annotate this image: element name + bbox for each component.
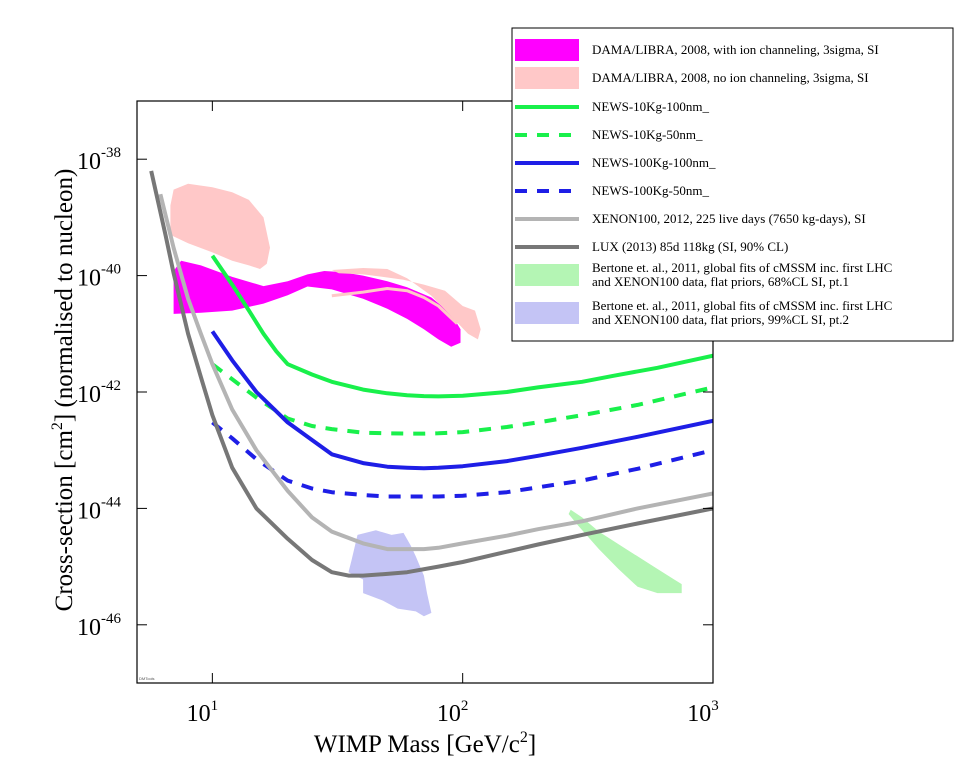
legend-item-10: Bertone et. al., 2011, global fits of cM…	[515, 298, 892, 327]
legend-label: and XENON100 data, flat priors, 99%CL SI…	[592, 312, 849, 327]
series-dama-libra-2008-with-ion-channeling-3sigma-si-centre	[331, 287, 459, 325]
legend-item-1: DAMA/LIBRA, 2008, with ion channeling, 3…	[515, 39, 879, 61]
legend-swatch	[515, 264, 579, 286]
legend-item-4: NEWS-10Kg-50nm_	[515, 127, 703, 142]
legend-item-9: Bertone et. al., 2011, global fits of cM…	[515, 260, 892, 289]
x-tick-label: 103	[687, 698, 719, 727]
legend-label: Bertone et. al., 2011, global fits of cM…	[592, 260, 892, 275]
x-axis-title: WIMP Mass [GeV/c2]	[314, 729, 536, 758]
y-tick-label: 10-44	[77, 494, 121, 524]
y-axis-title: Cross-section [cm2] (normalised to nucle…	[49, 169, 78, 612]
watermark: DMTools	[139, 676, 155, 681]
legend-swatch	[515, 39, 579, 61]
legend-label: Bertone et. al., 2011, global fits of cM…	[592, 298, 892, 313]
legend-label: NEWS-10Kg-50nm_	[592, 127, 703, 142]
legend-label: NEWS-100Kg-100nm_	[592, 155, 716, 170]
legend-label: NEWS-100Kg-50nm_	[592, 183, 709, 198]
legend-label: and XENON100 data, flat priors, 68%CL SI…	[592, 274, 849, 289]
legend-item-7: XENON100, 2012, 225 live days (7650 kg-d…	[515, 211, 866, 226]
legend-box	[511, 27, 954, 342]
series-lux-2013-85d-118kg-si-90-cl	[149, 170, 713, 578]
series-news-10kg-50nm	[211, 362, 713, 436]
legend: DAMA/LIBRA, 2008, with ion channeling, 3…	[511, 27, 954, 342]
legend-swatch	[515, 67, 579, 89]
legend-swatch	[515, 302, 579, 324]
legend-label: XENON100, 2012, 225 live days (7650 kg-d…	[592, 211, 866, 226]
y-tick-label: 10-46	[77, 611, 121, 641]
legend-label: NEWS-10Kg-100nm_	[592, 99, 709, 114]
region-dama-libra-2008-with-ion-channeling-3sigma-si	[173, 260, 461, 347]
legend-label: DAMA/LIBRA, 2008, no ion channeling, 3si…	[592, 70, 869, 85]
legend-item-5: NEWS-100Kg-100nm_	[515, 155, 716, 170]
series-xenon100-2012-225-live-days-7650-kg-days-si	[158, 193, 713, 552]
y-tick-label: 10-42	[77, 378, 121, 408]
legend-label: LUX (2013) 85d 118kg (SI, 90% CL)	[592, 239, 788, 254]
region-dama-libra-2008-no-ion-channeling-3sigma-si-heavy	[331, 268, 481, 340]
legend-item-8: LUX (2013) 85d 118kg (SI, 90% CL)	[515, 239, 788, 254]
series-news-100kg-100nm	[210, 330, 713, 471]
legend-label: DAMA/LIBRA, 2008, with ion channeling, 3…	[592, 42, 879, 57]
legend-item-2: DAMA/LIBRA, 2008, no ion channeling, 3si…	[515, 67, 869, 89]
x-tick-label: 101	[187, 698, 219, 727]
series-news-10kg-100nm	[210, 254, 713, 399]
plot-area	[149, 170, 713, 617]
y-tick-label: 10-40	[77, 262, 121, 292]
y-tick-label: 10-38	[77, 145, 121, 175]
region-dama-libra-2008-no-ion-channeling-3sigma-si	[170, 183, 270, 269]
axis-ticks: 101 102 103 10-38 10-40 10-42 10-44 10-46	[77, 101, 719, 727]
x-tick-label: 102	[437, 698, 469, 727]
legend-item-3: NEWS-10Kg-100nm_	[515, 99, 709, 114]
legend-item-6: NEWS-100Kg-50nm_	[515, 183, 709, 198]
